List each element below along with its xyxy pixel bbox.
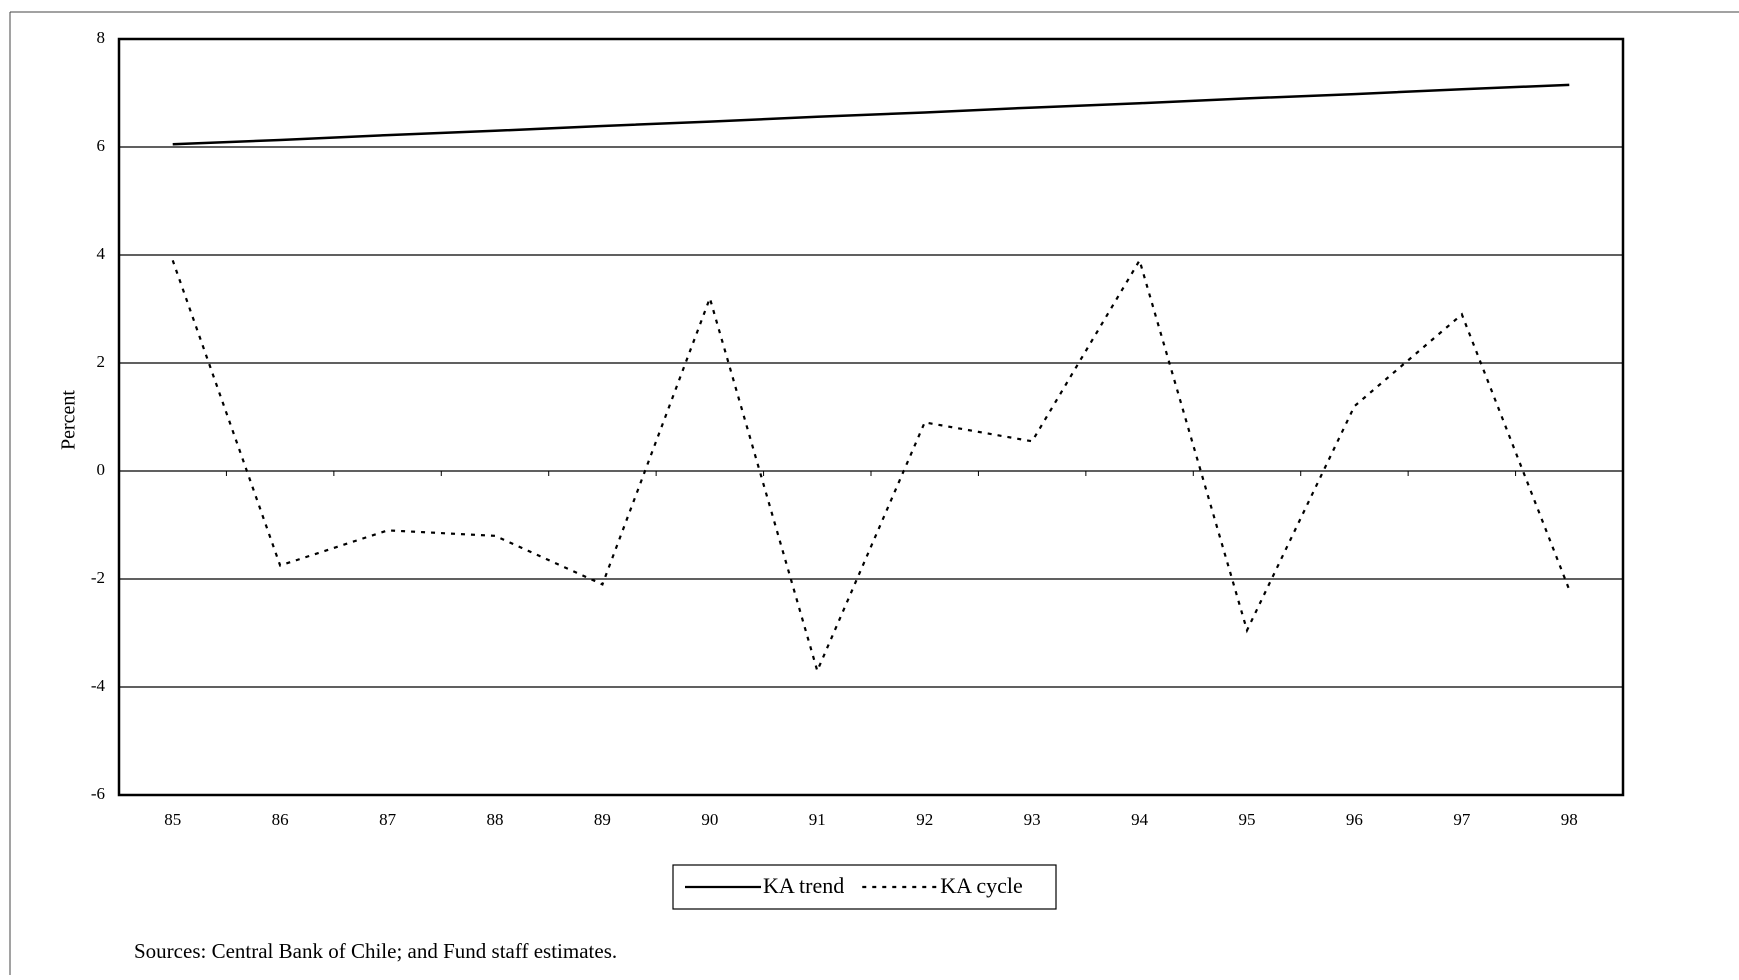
x-tick-label: 85 bbox=[164, 810, 181, 829]
y-axis-label: Percent bbox=[58, 390, 80, 450]
x-tick-label: 93 bbox=[1024, 810, 1041, 829]
x-tick-label: 91 bbox=[809, 810, 826, 829]
x-tick-label: 89 bbox=[594, 810, 611, 829]
legend-label: KA trend bbox=[763, 873, 844, 898]
x-tick-label: 88 bbox=[487, 810, 504, 829]
x-tick-label: 92 bbox=[916, 810, 933, 829]
source-note: Sources: Central Bank of Chile; and Fund… bbox=[134, 939, 617, 963]
x-tick-label: 94 bbox=[1131, 810, 1149, 829]
y-tick-label: 4 bbox=[97, 244, 106, 263]
x-tick-label: 86 bbox=[272, 810, 289, 829]
y-tick-label: 6 bbox=[97, 136, 106, 155]
series-line bbox=[171, 257, 1571, 675]
x-tick-label: 90 bbox=[701, 810, 718, 829]
y-tick-label: -2 bbox=[91, 568, 105, 587]
series-line bbox=[172, 83, 1570, 146]
y-tick-label: 8 bbox=[97, 28, 106, 47]
y-tick-label: 2 bbox=[97, 352, 106, 371]
x-tick-label: 87 bbox=[379, 810, 397, 829]
x-tick-label: 98 bbox=[1561, 810, 1578, 829]
x-tick-label: 95 bbox=[1239, 810, 1256, 829]
y-tick-label: -6 bbox=[91, 784, 105, 803]
plot-frame bbox=[117, 37, 1625, 797]
y-tick-label: -4 bbox=[91, 676, 106, 695]
x-tick-label: 97 bbox=[1453, 810, 1471, 829]
x-tick-label: 96 bbox=[1346, 810, 1363, 829]
y-tick-label: 0 bbox=[97, 460, 106, 479]
legend-label: KA cycle bbox=[940, 873, 1022, 898]
